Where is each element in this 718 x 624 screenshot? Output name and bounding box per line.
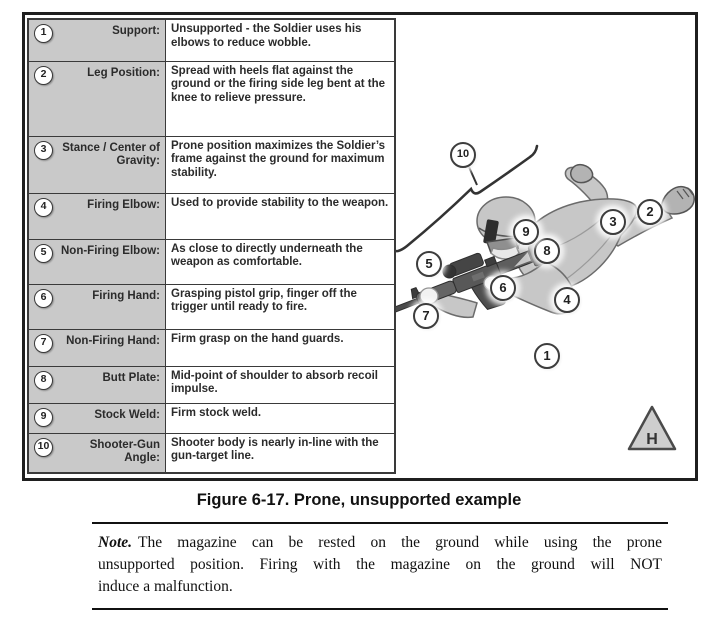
gun-angle-brace-line [391,144,539,253]
hazard-triangle: H [627,405,677,451]
row-number-chip: 2 [34,65,53,85]
table-row: 6 Firing Hand: Grasping pistol grip, fin… [27,283,396,330]
firing-hand-glove [483,275,501,291]
table-row: 9 Stock Weld: Firm stock weld. [27,402,396,434]
row-label: Shooter-Gun Angle: [89,438,160,465]
row-description: Spread with heels flat against the groun… [165,60,396,137]
note-label: Note. [98,534,133,551]
row-description: Firm stock weld. [165,402,396,434]
row-label: Stance / Center of Gravity: [62,141,160,168]
table-row: 7 Non-Firing Hand: Firm grasp on the han… [27,328,396,367]
table-row: 1 Support: Unsupported - the Soldier use… [27,18,396,62]
figure-caption: Figure 6-17. Prone, unsupported example [196,491,522,509]
face [490,244,520,260]
row-number-chip: 1 [34,24,53,43]
row-number-chip: 4 [34,197,53,217]
row-label: Firing Elbow: [87,198,160,211]
row-number-chip: 10 [34,437,53,457]
table-row: 2 Leg Position: Spread with heels flat a… [27,60,396,137]
row-label: Non-Firing Hand: [66,334,160,347]
table-row: 3 Stance / Center of Gravity: Prone posi… [27,135,396,194]
table-row: 10 Shooter-Gun Angle: Shooter body is ne… [27,432,396,474]
row-label: Butt Plate: [102,371,161,384]
note-block: Note. The magazine can be rested on the g… [92,522,668,610]
soldier-figure [427,163,695,319]
row-description: Mid-point of shoulder to absorb recoil i… [165,365,396,404]
row-label: Stock Weld: [94,408,160,421]
non-firing-hand-glove [419,287,439,305]
position-elements-table: 1 Support: Unsupported - the Soldier use… [27,18,396,474]
figure-box: H 1 Support: Unsupported - the Soldier u… [22,12,698,481]
row-description: Grasping pistol grip, finger off the tri… [165,283,396,330]
note-line: Note. The magazine can be rested on the g… [98,532,662,554]
row-number-chip: 6 [34,288,53,308]
row-description: Firm grasp on the hand guards. [165,328,396,367]
note-text: The magazine can be rested on the ground… [138,534,662,551]
hazard-letter: H [646,431,658,448]
row-description: As close to directly underneath the weap… [165,238,396,285]
row-number-chip: 8 [34,370,53,390]
optic-lens [442,264,457,279]
note-line: induce a malfunction. [98,578,233,595]
row-label: Support: [112,25,160,37]
row-label: Non-Firing Elbow: [60,244,160,257]
rear-sight [484,255,498,268]
row-number-chip: 5 [34,243,53,263]
table-row: 8 Butt Plate: Mid-point of shoulder to a… [27,365,396,404]
row-number-chip: 7 [34,333,53,353]
row-description: Unsupported - the Soldier uses his elbow… [165,18,396,62]
magazine [470,280,506,310]
table-row: 4 Firing Elbow: Used to provide stabilit… [27,192,396,240]
row-description: Used to provide stability to the weapon. [165,192,396,240]
bent-leg-boot [570,163,594,184]
row-description: Prone position maximizes the Soldier’s f… [165,135,396,194]
row-number-chip: 3 [34,140,53,160]
row-number-chip: 9 [34,407,53,427]
nvg-mount [483,219,499,245]
position-table-body: 1 Support: Unsupported - the Soldier use… [27,18,396,474]
row-description: Shooter body is nearly in-line with the … [165,432,396,474]
table-row: 5 Non-Firing Elbow: As close to directly… [27,238,396,285]
row-label: Leg Position: [87,66,160,79]
row-label: Firing Hand: [92,289,160,302]
note-line: unsupported position. Firing with the ma… [98,556,662,573]
